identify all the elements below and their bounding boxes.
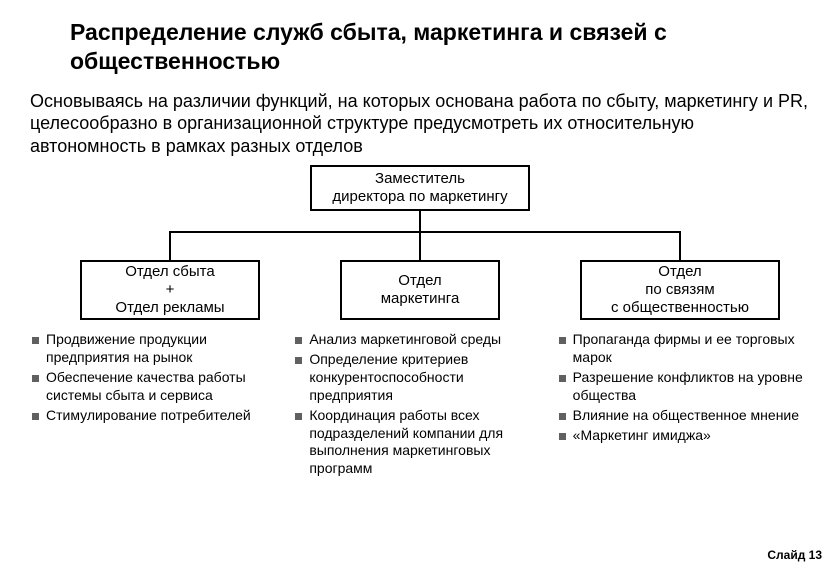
node-center: Отделмаркетинга	[340, 260, 500, 320]
node-root: Заместительдиректора по маркетингу	[310, 165, 530, 211]
list-item: Разрешение конфликтов на уровне общества	[557, 369, 810, 405]
list-item: «Маркетинг имиджа»	[557, 427, 810, 445]
slide-number: Слайд 13	[767, 548, 822, 562]
list-item: Анализ маркетинговой среды	[293, 331, 546, 349]
list-item: Обеспечение качества работы системы сбыт…	[30, 369, 283, 405]
list-center: Анализ маркетинговой среды Определение кр…	[293, 331, 546, 478]
bullet-columns: Продвижение продукции предприятия на рын…	[30, 331, 810, 480]
col-left: Продвижение продукции предприятия на рын…	[30, 331, 283, 480]
list-item: Стимулирование потребителей	[30, 407, 283, 425]
org-chart: Заместительдиректора по маркетингу Отдел…	[30, 165, 810, 325]
list-right: Пропаганда фирмы и ее торговых марокРазр…	[557, 331, 810, 444]
conn-drop-center	[419, 231, 421, 260]
list-item: Определение критериев конкурентоспособно…	[293, 351, 546, 405]
list-item: Пропаганда фирмы и ее торговых марок	[557, 331, 810, 367]
list-item: Влияние на общественное мнение	[557, 407, 810, 425]
conn-drop-left	[169, 231, 171, 260]
node-right: Отделпо связямс общественностью	[580, 260, 780, 320]
list-item: Координация работы всех подразделений ко…	[293, 407, 546, 479]
intro-paragraph: Основываясь на различии функций, на кото…	[30, 90, 810, 158]
list-left: Продвижение продукции предприятия на рын…	[30, 331, 283, 425]
list-item: Продвижение продукции предприятия на рын…	[30, 331, 283, 367]
node-left: Отдел сбыта+Отдел рекламы	[80, 260, 260, 320]
col-right: Пропаганда фирмы и ее торговых марокРазр…	[557, 331, 810, 480]
conn-hbar	[169, 231, 681, 233]
conn-root-stem	[419, 211, 421, 231]
col-center: Анализ маркетинговой среды Определение кр…	[293, 331, 546, 480]
page-title: Распределение служб сбыта, маркетинга и …	[70, 18, 810, 76]
conn-drop-right	[679, 231, 681, 260]
